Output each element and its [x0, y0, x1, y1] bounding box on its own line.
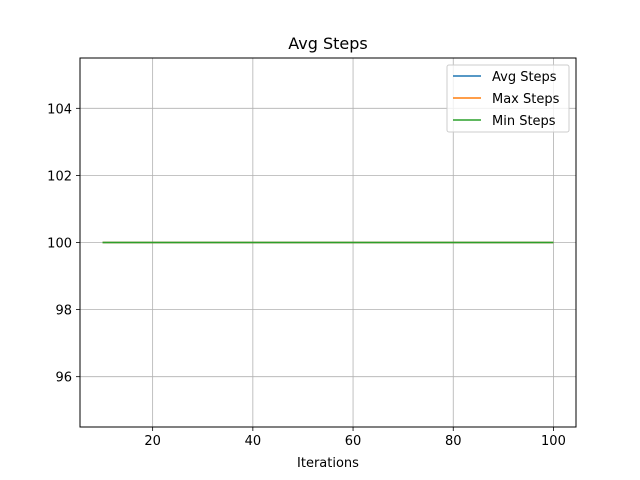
x-tick-label: 60 — [345, 434, 362, 449]
x-axis-label: Iterations — [297, 456, 359, 471]
legend-item: Min Steps — [453, 114, 556, 129]
legend-label: Max Steps — [492, 92, 560, 107]
legend-label: Min Steps — [492, 114, 556, 129]
y-tick-label: 100 — [47, 237, 72, 252]
legend-item: Max Steps — [453, 92, 560, 107]
x-tick-label: 40 — [245, 434, 262, 449]
y-tick-label: 102 — [47, 169, 72, 184]
legend-items: Avg Steps Max Steps Min Steps — [453, 70, 560, 129]
y-tick-label: 96 — [55, 371, 72, 386]
x-tick-label: 20 — [144, 434, 161, 449]
x-tick-label: 80 — [445, 434, 462, 449]
y-axis-ticks: 96 98 100 102 104 — [47, 102, 80, 386]
y-tick-label: 98 — [55, 304, 72, 319]
legend-label: Avg Steps — [492, 70, 557, 85]
x-axis-ticks: 20 40 60 80 100 — [144, 427, 566, 449]
x-tick-label: 100 — [541, 434, 566, 449]
chart-title: Avg Steps — [288, 34, 367, 53]
y-tick-label: 104 — [47, 102, 72, 117]
legend: Avg Steps Max Steps Min Steps — [446, 64, 570, 133]
legend-item: Avg Steps — [453, 70, 557, 85]
legend-box — [446, 64, 570, 133]
